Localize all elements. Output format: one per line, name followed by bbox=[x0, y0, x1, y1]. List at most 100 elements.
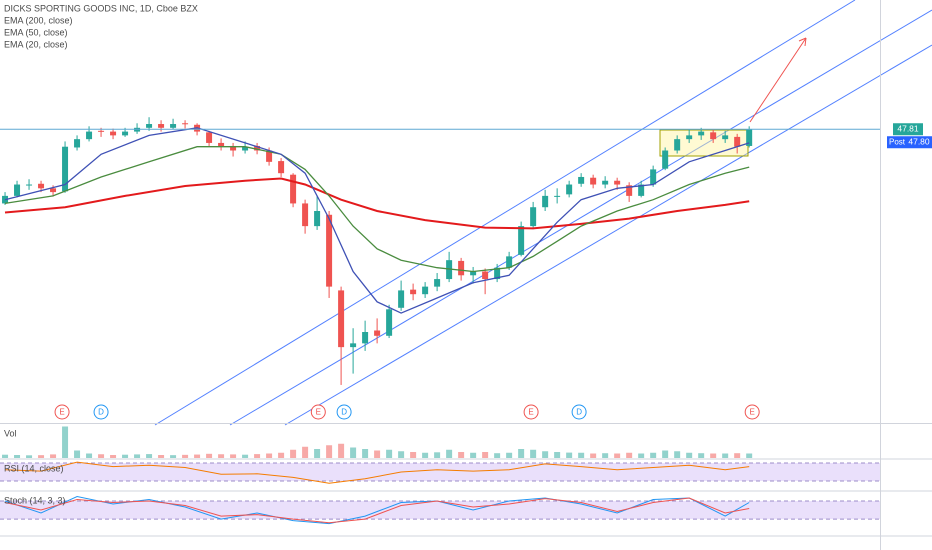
event-marker bbox=[54, 404, 70, 420]
volume-bar bbox=[398, 451, 405, 458]
candle-body bbox=[590, 177, 597, 185]
volume-bar bbox=[626, 452, 633, 458]
post-label: Post bbox=[889, 137, 906, 146]
volume-bar bbox=[650, 452, 657, 458]
volume-bar bbox=[350, 447, 357, 458]
candle-body bbox=[566, 184, 573, 195]
candle-body bbox=[314, 211, 321, 227]
candle-body bbox=[710, 132, 717, 140]
candle-body bbox=[206, 132, 213, 143]
volume-bar bbox=[638, 453, 645, 458]
candle-body bbox=[374, 330, 381, 336]
event-label: E bbox=[59, 408, 64, 417]
volume-bar bbox=[410, 452, 417, 458]
volume-bar bbox=[362, 449, 369, 458]
candle-body bbox=[746, 129, 753, 146]
volume-bar bbox=[2, 454, 9, 458]
candle-body bbox=[554, 195, 561, 197]
marks bbox=[0, 117, 880, 525]
volume-bar bbox=[386, 449, 393, 458]
volume-bar bbox=[542, 451, 549, 458]
event-marker bbox=[93, 404, 109, 420]
candle-body bbox=[578, 176, 585, 184]
candle-body bbox=[722, 135, 729, 140]
volume-bar bbox=[218, 454, 225, 458]
volume-bar bbox=[554, 452, 561, 458]
candle-body bbox=[530, 207, 537, 227]
volume-bar bbox=[530, 449, 537, 458]
event-marker bbox=[336, 404, 352, 420]
volume-bar bbox=[302, 446, 309, 458]
volume-bar bbox=[374, 450, 381, 458]
candle-body bbox=[14, 184, 21, 196]
event-label: D bbox=[576, 408, 582, 417]
volume-bar bbox=[146, 454, 153, 458]
candle-body bbox=[38, 183, 45, 189]
candle-body bbox=[26, 184, 33, 186]
indicator-line bbox=[4, 497, 750, 524]
event-label: E bbox=[750, 408, 755, 417]
candle-body bbox=[98, 130, 105, 132]
volume-bar bbox=[38, 455, 45, 458]
volume-bar bbox=[458, 452, 465, 458]
candle-body bbox=[398, 290, 405, 308]
candle-body bbox=[110, 131, 117, 136]
candle-body bbox=[482, 271, 489, 280]
event-marker bbox=[523, 404, 539, 420]
candle-body bbox=[518, 226, 525, 255]
candle-body bbox=[50, 188, 57, 193]
volume-bar bbox=[518, 449, 525, 458]
volume-bar bbox=[206, 453, 213, 458]
candle-body bbox=[458, 260, 465, 276]
pane-title: Stoch (14, 3, 3) bbox=[4, 495, 66, 505]
candle-body bbox=[614, 180, 621, 185]
volume-bar bbox=[134, 454, 141, 458]
volume-bar bbox=[50, 454, 57, 458]
arrow-head bbox=[798, 37, 807, 47]
indicator-band bbox=[0, 501, 880, 520]
volume-bar bbox=[122, 454, 129, 458]
pane-title: DICKS SPORTING GOODS INC, 1D, Cboe BZX bbox=[4, 3, 198, 13]
volume-bar bbox=[506, 452, 513, 458]
volume-bar bbox=[170, 455, 177, 458]
volume-bar bbox=[158, 455, 165, 458]
volume-bar bbox=[602, 453, 609, 458]
post-price-box bbox=[907, 136, 932, 149]
candle-body bbox=[242, 146, 249, 151]
volume-bar bbox=[62, 426, 69, 458]
post-price-label: 47.80 bbox=[908, 136, 930, 146]
event-marker bbox=[744, 404, 760, 420]
volume-bar bbox=[710, 453, 717, 458]
candle-body bbox=[410, 289, 417, 295]
volume-bar bbox=[674, 451, 681, 458]
candle-body bbox=[422, 286, 429, 295]
candle-body bbox=[146, 124, 153, 128]
candle-body bbox=[266, 150, 273, 162]
volume-bar bbox=[230, 454, 237, 458]
candle-body bbox=[638, 184, 645, 196]
volume-bar bbox=[578, 452, 585, 458]
legend-entry: EMA (20, close) bbox=[4, 39, 68, 49]
volume-bar bbox=[266, 453, 273, 458]
volume-bar bbox=[566, 452, 573, 458]
candle-body bbox=[602, 180, 609, 185]
volume-bar bbox=[422, 452, 429, 458]
candle-body bbox=[386, 309, 393, 336]
volume-bar bbox=[662, 450, 669, 458]
candle-body bbox=[218, 142, 225, 147]
volume-bar bbox=[338, 443, 345, 458]
candle-body bbox=[326, 214, 333, 287]
candle-body bbox=[338, 290, 345, 348]
candle-body bbox=[698, 131, 705, 136]
candle-body bbox=[662, 150, 669, 169]
volume-bar bbox=[746, 453, 753, 458]
candle-body bbox=[362, 332, 369, 344]
channel-upper bbox=[154, 0, 856, 426]
volume-bar bbox=[470, 452, 477, 458]
legend-entry: EMA (50, close) bbox=[4, 27, 68, 37]
pane-title: RSI (14, close) bbox=[4, 463, 64, 473]
pane-title: Vol bbox=[4, 428, 17, 438]
indicator-line bbox=[4, 146, 750, 273]
volume-bar bbox=[26, 455, 33, 458]
candle-body bbox=[470, 271, 477, 276]
